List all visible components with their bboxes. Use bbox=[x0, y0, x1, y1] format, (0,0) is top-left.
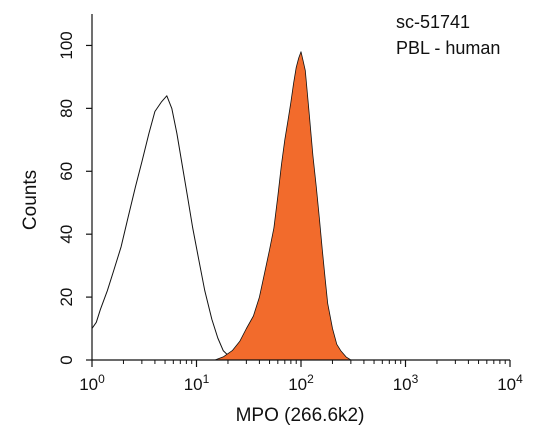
plot-area bbox=[91, 51, 352, 361]
y-tick-label: 80 bbox=[57, 99, 76, 118]
annotation-sample: PBL - human bbox=[396, 38, 500, 58]
y-tick-label: 40 bbox=[57, 225, 76, 244]
series-0-outline-histogram bbox=[91, 95, 237, 361]
y-tick-label: 0 bbox=[57, 355, 76, 364]
y-axis-title: Counts bbox=[20, 170, 41, 230]
series-1-filled-histogram bbox=[214, 51, 352, 361]
x-axis-title: MPO (266.6k2) bbox=[236, 405, 365, 426]
annotation-antibody-id: sc-51741 bbox=[396, 12, 470, 32]
ticks: 0 20 40 60 80 100 100 101 102 103 104 bbox=[57, 31, 523, 394]
y-tick-label: 100 bbox=[57, 31, 76, 59]
y-tick-label: 60 bbox=[57, 162, 76, 181]
y-tick-label: 20 bbox=[57, 288, 76, 307]
x-tick-label: 103 bbox=[393, 372, 419, 394]
x-tick-label: 102 bbox=[288, 372, 314, 394]
x-tick-label: 100 bbox=[79, 372, 105, 394]
x-tick-label: 101 bbox=[184, 372, 210, 394]
x-tick-label: 104 bbox=[497, 372, 523, 394]
